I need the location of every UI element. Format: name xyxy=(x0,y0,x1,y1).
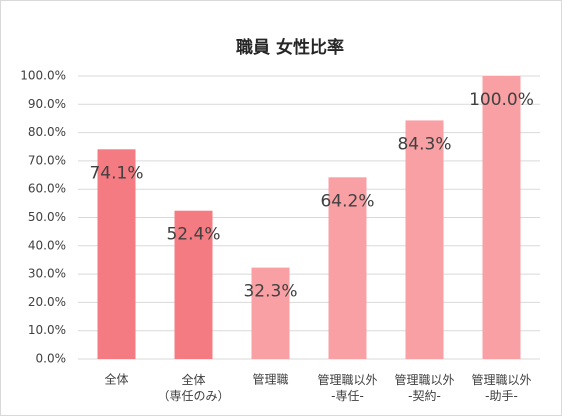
value-label: 100.0% xyxy=(469,90,534,110)
value-label: 64.2% xyxy=(320,191,374,211)
y-tick-label: 20.0% xyxy=(28,295,66,309)
y-tick-label: 70.0% xyxy=(28,153,66,167)
y-tick-label: 90.0% xyxy=(28,97,66,111)
bar xyxy=(482,76,521,359)
x-tick-label: 管理職以外-契約- xyxy=(394,372,454,403)
value-label: 74.1% xyxy=(89,163,143,183)
value-label: 52.4% xyxy=(166,225,220,245)
bar xyxy=(251,267,290,359)
bar xyxy=(97,149,136,359)
x-tick-label: 管理職 xyxy=(252,372,288,387)
bar xyxy=(174,210,213,359)
bar xyxy=(328,177,367,359)
chart-title: 職員 女性比率 xyxy=(236,37,344,58)
x-tick-label: 管理職以外-専任- xyxy=(317,372,377,403)
x-tick-label: 管理職以外-助手- xyxy=(471,372,531,403)
bar xyxy=(405,120,444,359)
y-tick-label: 40.0% xyxy=(28,238,66,252)
y-tick-label: 100.0% xyxy=(20,69,66,83)
x-tick-label: 全体（専任のみ） xyxy=(157,372,229,403)
y-tick-label: 80.0% xyxy=(28,125,66,139)
x-tick-label: 全体 xyxy=(104,372,128,387)
y-tick-label: 0.0% xyxy=(36,352,67,366)
y-tick-label: 50.0% xyxy=(28,210,66,224)
y-tick-label: 10.0% xyxy=(28,323,66,337)
y-tick-label: 60.0% xyxy=(28,182,66,196)
value-label: 32.3% xyxy=(243,282,297,302)
value-label: 84.3% xyxy=(397,134,451,154)
y-tick-label: 30.0% xyxy=(28,267,66,281)
